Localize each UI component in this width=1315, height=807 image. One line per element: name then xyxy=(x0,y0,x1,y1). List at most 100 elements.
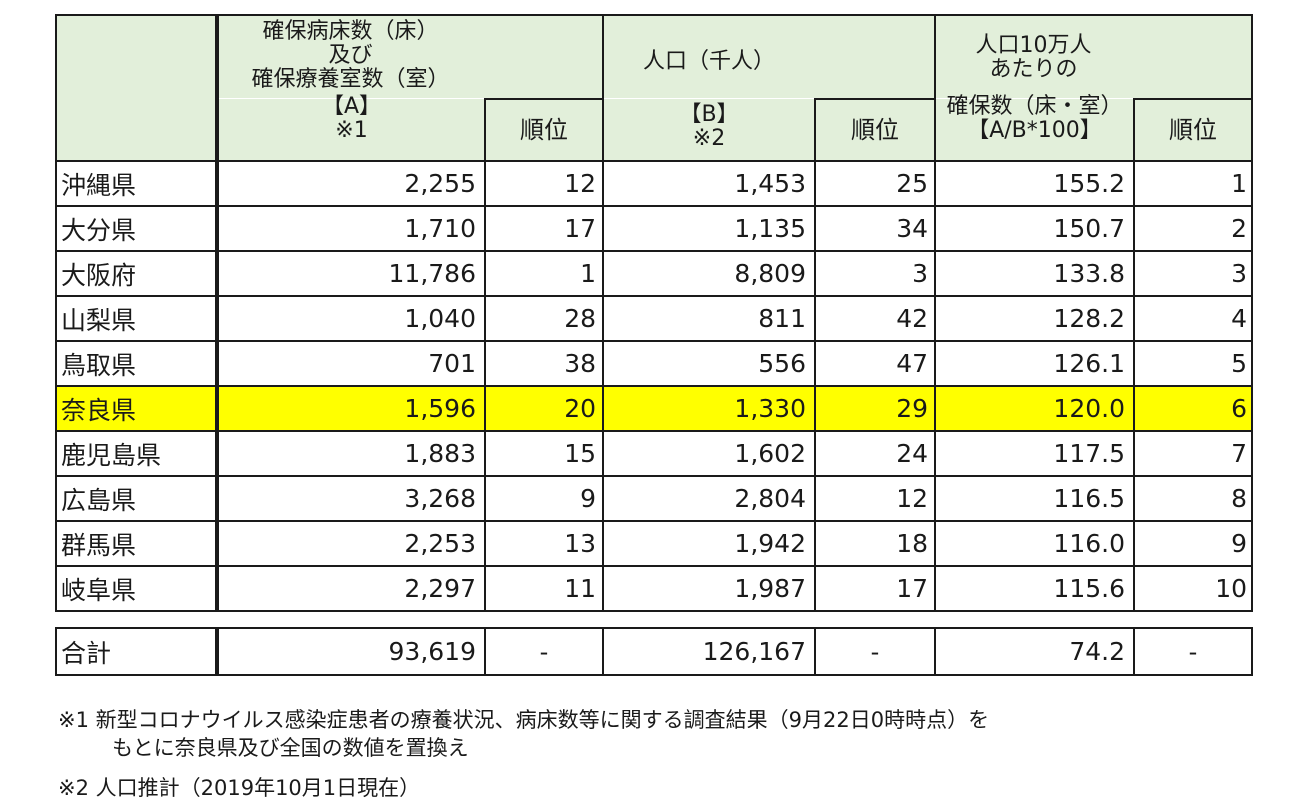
per-100k-cell: 126.1 xyxy=(934,340,1135,387)
per-100k-cell: 116.5 xyxy=(934,475,1135,522)
per-100k-rank-cell: 1 xyxy=(1133,160,1253,207)
secured-beds-cell: 1,883 xyxy=(216,430,486,477)
per-100k-cell: 155.2 xyxy=(934,160,1135,207)
secured-beds-rank-cell: 11 xyxy=(484,565,604,612)
secured-beds-rank-cell: 38 xyxy=(484,340,604,387)
total-c-rank: - xyxy=(1133,627,1253,676)
population-cell: 556 xyxy=(602,340,816,387)
per-100k-cell: 116.0 xyxy=(934,520,1135,567)
secured-beds-rank-cell: 13 xyxy=(484,520,604,567)
table-row: 鳥取県 701 38 556 47 126.1 5 xyxy=(55,340,1253,387)
header-per-100k: 人口10万人 あたりの xyxy=(934,14,1253,99)
ranking-table: 確保病床数（床） 及び 確保療養室数（室） 人口（千人） 人口10万人 あたりの… xyxy=(55,14,1253,612)
population-cell: 1,135 xyxy=(602,205,816,252)
secured-beds-rank-cell: 20 xyxy=(484,385,604,432)
table-row: 鹿児島県 1,883 15 1,602 24 117.5 7 xyxy=(55,430,1253,477)
per-100k-rank-cell: 3 xyxy=(1133,250,1253,297)
per-100k-cell: 117.5 xyxy=(934,430,1135,477)
secured-beds-cell: 701 xyxy=(216,340,486,387)
header-b-label: 【B】 ※2 xyxy=(602,99,815,162)
header-c-label: 確保数（床・室） 【A/B*100】 xyxy=(934,95,1134,162)
population-rank-cell: 24 xyxy=(814,430,936,477)
population-rank-cell: 34 xyxy=(814,205,936,252)
table-row: 山梨県 1,040 28 811 42 128.2 4 xyxy=(55,295,1253,342)
population-cell: 8,809 xyxy=(602,250,816,297)
population-rank-cell: 3 xyxy=(814,250,936,297)
population-rank-cell: 18 xyxy=(814,520,936,567)
header-b-rank: 順位 xyxy=(814,98,936,162)
population-rank-cell: 17 xyxy=(814,565,936,612)
header-secured-beds: 確保病床数（床） 及び 確保療養室数（室） xyxy=(216,14,604,99)
secured-beds-rank-cell: 28 xyxy=(484,295,604,342)
secured-beds-rank-cell: 12 xyxy=(484,160,604,207)
population-rank-cell: 29 xyxy=(814,385,936,432)
secured-beds-cell: 2,253 xyxy=(216,520,486,567)
population-rank-cell: 12 xyxy=(814,475,936,522)
secured-beds-cell: 3,268 xyxy=(216,475,486,522)
per-100k-rank-cell: 7 xyxy=(1133,430,1253,477)
population-rank-cell: 42 xyxy=(814,295,936,342)
total-b-rank: - xyxy=(814,627,936,676)
secured-beds-rank-cell: 1 xyxy=(484,250,604,297)
table-row: 沖縄県 2,255 12 1,453 25 155.2 1 xyxy=(55,160,1253,207)
population-cell: 1,330 xyxy=(602,385,816,432)
total-table: 合計 93,619 - 126,167 - 74.2 - xyxy=(55,627,1253,676)
prefecture-cell: 大阪府 xyxy=(55,250,219,297)
prefecture-cell: 沖縄県 xyxy=(55,160,219,207)
population-rank-cell: 47 xyxy=(814,340,936,387)
prefecture-cell: 大分県 xyxy=(55,205,219,252)
population-rank-cell: 25 xyxy=(814,160,936,207)
per-100k-rank-cell: 6 xyxy=(1133,385,1253,432)
prefecture-cell: 広島県 xyxy=(55,475,219,522)
population-cell: 1,942 xyxy=(602,520,816,567)
total-b: 126,167 xyxy=(602,627,816,676)
per-100k-rank-cell: 9 xyxy=(1133,520,1253,567)
per-100k-rank-cell: 10 xyxy=(1133,565,1253,612)
secured-beds-cell: 1,040 xyxy=(216,295,486,342)
table-row: 大阪府 11,786 1 8,809 3 133.8 3 xyxy=(55,250,1253,297)
prefecture-cell: 群馬県 xyxy=(55,520,219,567)
per-100k-cell: 120.0 xyxy=(934,385,1135,432)
per-100k-cell: 133.8 xyxy=(934,250,1135,297)
note-1: ※1 新型コロナウイルス感染症患者の療養状況、病床数等に関する調査結果（9月22… xyxy=(58,708,990,732)
header-population: 人口（千人） xyxy=(602,14,936,99)
secured-beds-cell: 11,786 xyxy=(216,250,486,297)
prefecture-cell: 岐阜県 xyxy=(55,565,219,612)
prefecture-cell: 鳥取県 xyxy=(55,340,219,387)
total-a: 93,619 xyxy=(216,627,486,676)
table-row: 大分県 1,710 17 1,135 34 150.7 2 xyxy=(55,205,1253,252)
header-c-rank: 順位 xyxy=(1133,98,1253,162)
population-cell: 1,987 xyxy=(602,565,816,612)
per-100k-rank-cell: 8 xyxy=(1133,475,1253,522)
per-100k-rank-cell: 4 xyxy=(1133,295,1253,342)
population-cell: 2,804 xyxy=(602,475,816,522)
header-a-rank: 順位 xyxy=(484,98,604,162)
total-a-rank: - xyxy=(484,627,604,676)
note-2: ※2 人口推計（2019年10月1日現在） xyxy=(58,776,421,800)
per-100k-rank-cell: 2 xyxy=(1133,205,1253,252)
per-100k-cell: 115.6 xyxy=(934,565,1135,612)
population-cell: 811 xyxy=(602,295,816,342)
secured-beds-cell: 1,596 xyxy=(216,385,486,432)
total-c: 74.2 xyxy=(934,627,1135,676)
secured-beds-cell: 2,297 xyxy=(216,565,486,612)
secured-beds-rank-cell: 15 xyxy=(484,430,604,477)
table-row: 奈良県 1,596 20 1,330 29 120.0 6 xyxy=(55,385,1253,432)
population-cell: 1,602 xyxy=(602,430,816,477)
secured-beds-rank-cell: 9 xyxy=(484,475,604,522)
header-a-label: 【A】 ※1 xyxy=(216,95,485,162)
prefecture-cell: 鹿児島県 xyxy=(55,430,219,477)
secured-beds-cell: 1,710 xyxy=(216,205,486,252)
total-row: 合計 93,619 - 126,167 - 74.2 - xyxy=(55,627,1253,676)
table-row: 群馬県 2,253 13 1,942 18 116.0 9 xyxy=(55,520,1253,567)
per-100k-cell: 128.2 xyxy=(934,295,1135,342)
table-row: 広島県 3,268 9 2,804 12 116.5 8 xyxy=(55,475,1253,522)
secured-beds-rank-cell: 17 xyxy=(484,205,604,252)
note-1-cont: もとに奈良県及び全国の数値を置換え xyxy=(112,736,469,760)
prefecture-cell: 山梨県 xyxy=(55,295,219,342)
header-prefecture xyxy=(55,14,219,162)
population-cell: 1,453 xyxy=(602,160,816,207)
per-100k-rank-cell: 5 xyxy=(1133,340,1253,387)
table-row: 岐阜県 2,297 11 1,987 17 115.6 10 xyxy=(55,565,1253,612)
secured-beds-cell: 2,255 xyxy=(216,160,486,207)
